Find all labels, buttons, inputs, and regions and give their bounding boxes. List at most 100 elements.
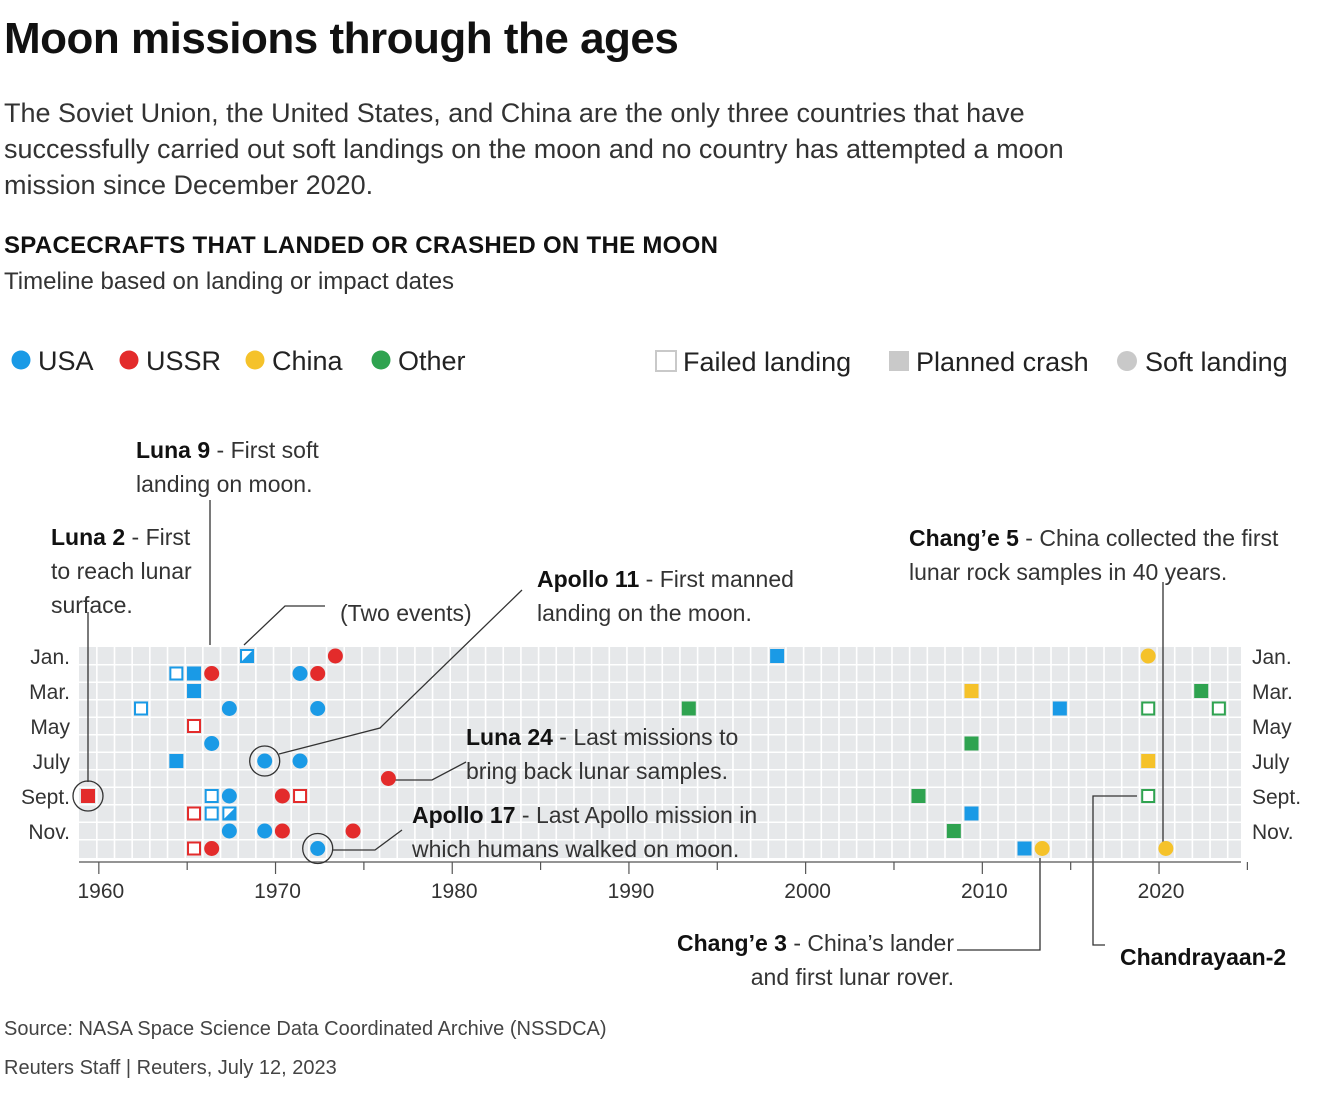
point-soft-landing xyxy=(292,753,308,769)
legend-swatch-crash xyxy=(889,351,909,371)
point-planned-crash xyxy=(964,736,979,751)
highlight-circle xyxy=(302,832,334,865)
point-failed-landing xyxy=(1141,789,1156,803)
annotation: Apollo 11 - First manned landing on the m… xyxy=(537,566,794,626)
point-soft-landing xyxy=(221,788,237,804)
annotation: Chang’e 3 - China’s lander and first luna… xyxy=(677,930,954,990)
y-tick-label-right: Nov. xyxy=(1252,821,1294,844)
legend-swatch-failed xyxy=(655,350,677,372)
annotation: Apollo 17 - Last Apollo mission in which … xyxy=(411,802,757,862)
x-tick-label: 2020 xyxy=(1138,880,1185,903)
point-failed-landing xyxy=(169,666,184,681)
legend-label-crash: Planned crash xyxy=(916,347,1089,377)
point-planned-crash xyxy=(187,684,202,698)
point-soft-landing xyxy=(1140,648,1156,664)
y-tick-label-left: May xyxy=(30,716,70,739)
annotation: Luna 24 - Last missions to bring back lun… xyxy=(466,724,738,784)
annotation-leader-line xyxy=(278,589,523,755)
annotation-line: Chang’e 5 - China collected the first xyxy=(909,525,1279,551)
legend-label-other: Other xyxy=(398,346,466,376)
annotation-line: (Two events) xyxy=(340,600,472,626)
annotation-line: Luna 24 - Last missions to xyxy=(466,724,738,750)
annotation-leader-line xyxy=(243,605,325,646)
point-planned-crash xyxy=(681,701,696,716)
moon-missions-chart: USA USSR China Other Failed landing Planned c… xyxy=(11,346,1301,990)
annotation: (Two events) xyxy=(340,600,472,626)
annotation-name: Apollo 17 xyxy=(412,802,516,828)
point-soft-landing xyxy=(1158,841,1174,856)
point-soft-landing xyxy=(310,666,326,681)
point-soft-landing xyxy=(257,823,273,839)
point-planned-crash xyxy=(1052,701,1067,716)
annotation-line: which humans walked on moon. xyxy=(411,836,739,862)
annotation-line: surface. xyxy=(51,592,133,618)
y-tick-label-left: July xyxy=(33,751,71,774)
point-soft-landing xyxy=(221,701,237,716)
point-soft-landing xyxy=(274,788,290,804)
point-two-events-fill xyxy=(240,649,255,663)
annotation-line: landing on moon. xyxy=(136,471,312,497)
y-tick-label-left: Sept. xyxy=(21,786,70,809)
annotation-line: bring back lunar samples. xyxy=(466,758,728,784)
highlight-circle xyxy=(72,780,104,812)
x-tick-label: 1990 xyxy=(608,880,655,903)
annotation-name: Apollo 11 xyxy=(537,566,639,592)
grid-lines xyxy=(79,647,1241,858)
annotation-line: Chang’e 3 - China’s lander xyxy=(677,930,954,956)
point-soft-landing xyxy=(1034,841,1050,856)
x-tick-label: 2000 xyxy=(784,880,831,903)
annotation-name: Luna 24 xyxy=(466,724,553,750)
legend-label-ussr: USSR xyxy=(146,346,221,376)
annotation-name: Luna 9 xyxy=(136,437,210,463)
highlight-circles xyxy=(72,745,334,865)
chart-subtitle: Timeline based on landing or impact date… xyxy=(4,268,455,295)
y-tick-label-right: Sept. xyxy=(1252,786,1301,809)
point-failed-landing xyxy=(204,789,219,803)
annotation-line: landing on the moon. xyxy=(537,600,752,626)
point-planned-crash xyxy=(1194,684,1209,698)
annotation-leader-line xyxy=(957,858,1041,951)
y-tick-label-right: May xyxy=(1252,716,1292,739)
axes: 1960 1970 1980 1990 2000 2010 2020 Jan. Mar. May J… xyxy=(21,646,1301,903)
x-tick-label: 1970 xyxy=(254,880,301,903)
point-soft-landing xyxy=(204,841,220,856)
point-failed-landing xyxy=(204,806,219,821)
annotation-leader-line xyxy=(394,761,467,781)
annotation-text: - First soft xyxy=(210,437,319,463)
legend-swatch-other xyxy=(371,350,391,370)
chart-title: SPACECRAFTS THAT LANDED OR CRASHED ON TH… xyxy=(4,232,719,259)
y-tick-label-left: Nov. xyxy=(28,821,70,844)
y-tick-label-right: July xyxy=(1252,751,1290,774)
x-tick-label: 1960 xyxy=(77,880,124,903)
legend-label-failed: Failed landing xyxy=(683,347,851,377)
y-tick-label-right: Jan. xyxy=(1252,646,1292,669)
annotation-text: - China collected the first xyxy=(1019,525,1279,551)
point-failed-landing xyxy=(1141,701,1156,716)
highlight-circle xyxy=(249,745,281,777)
annotation-line: Luna 2 - First xyxy=(51,524,191,550)
annotation-text: - First xyxy=(125,524,191,550)
point-planned-crash xyxy=(911,789,926,803)
legend-label-soft: Soft landing xyxy=(1145,347,1288,377)
point-planned-crash xyxy=(770,649,785,663)
page-title: Moon missions through the ages xyxy=(4,14,679,63)
point-soft-landing xyxy=(257,753,273,769)
annotation-line: lunar rock samples in 40 years. xyxy=(909,559,1227,585)
point-planned-crash xyxy=(81,789,95,803)
point-planned-crash xyxy=(187,666,202,681)
byline: Reuters Staff | Reuters, July 12, 2023 xyxy=(4,1057,337,1079)
annotation-line: Luna 9 - First soft xyxy=(136,437,319,463)
point-failed-landing xyxy=(134,701,149,716)
annotation: Chandrayaan-2 xyxy=(1120,944,1286,970)
annotation-line: and first lunar rover. xyxy=(751,964,954,990)
annotation-leader-line xyxy=(332,829,403,851)
annotation-text: - China’s lander xyxy=(787,930,954,956)
legend-label-china: China xyxy=(272,346,344,376)
x-tick-label: 1980 xyxy=(431,880,478,903)
annotation-leaders xyxy=(87,500,1164,951)
annotation-text: - First manned xyxy=(639,566,794,592)
point-soft-landing xyxy=(274,823,290,839)
point-planned-crash xyxy=(946,824,961,838)
point-two-events xyxy=(222,806,237,821)
annotation-name: Chang’e 5 xyxy=(909,525,1019,551)
